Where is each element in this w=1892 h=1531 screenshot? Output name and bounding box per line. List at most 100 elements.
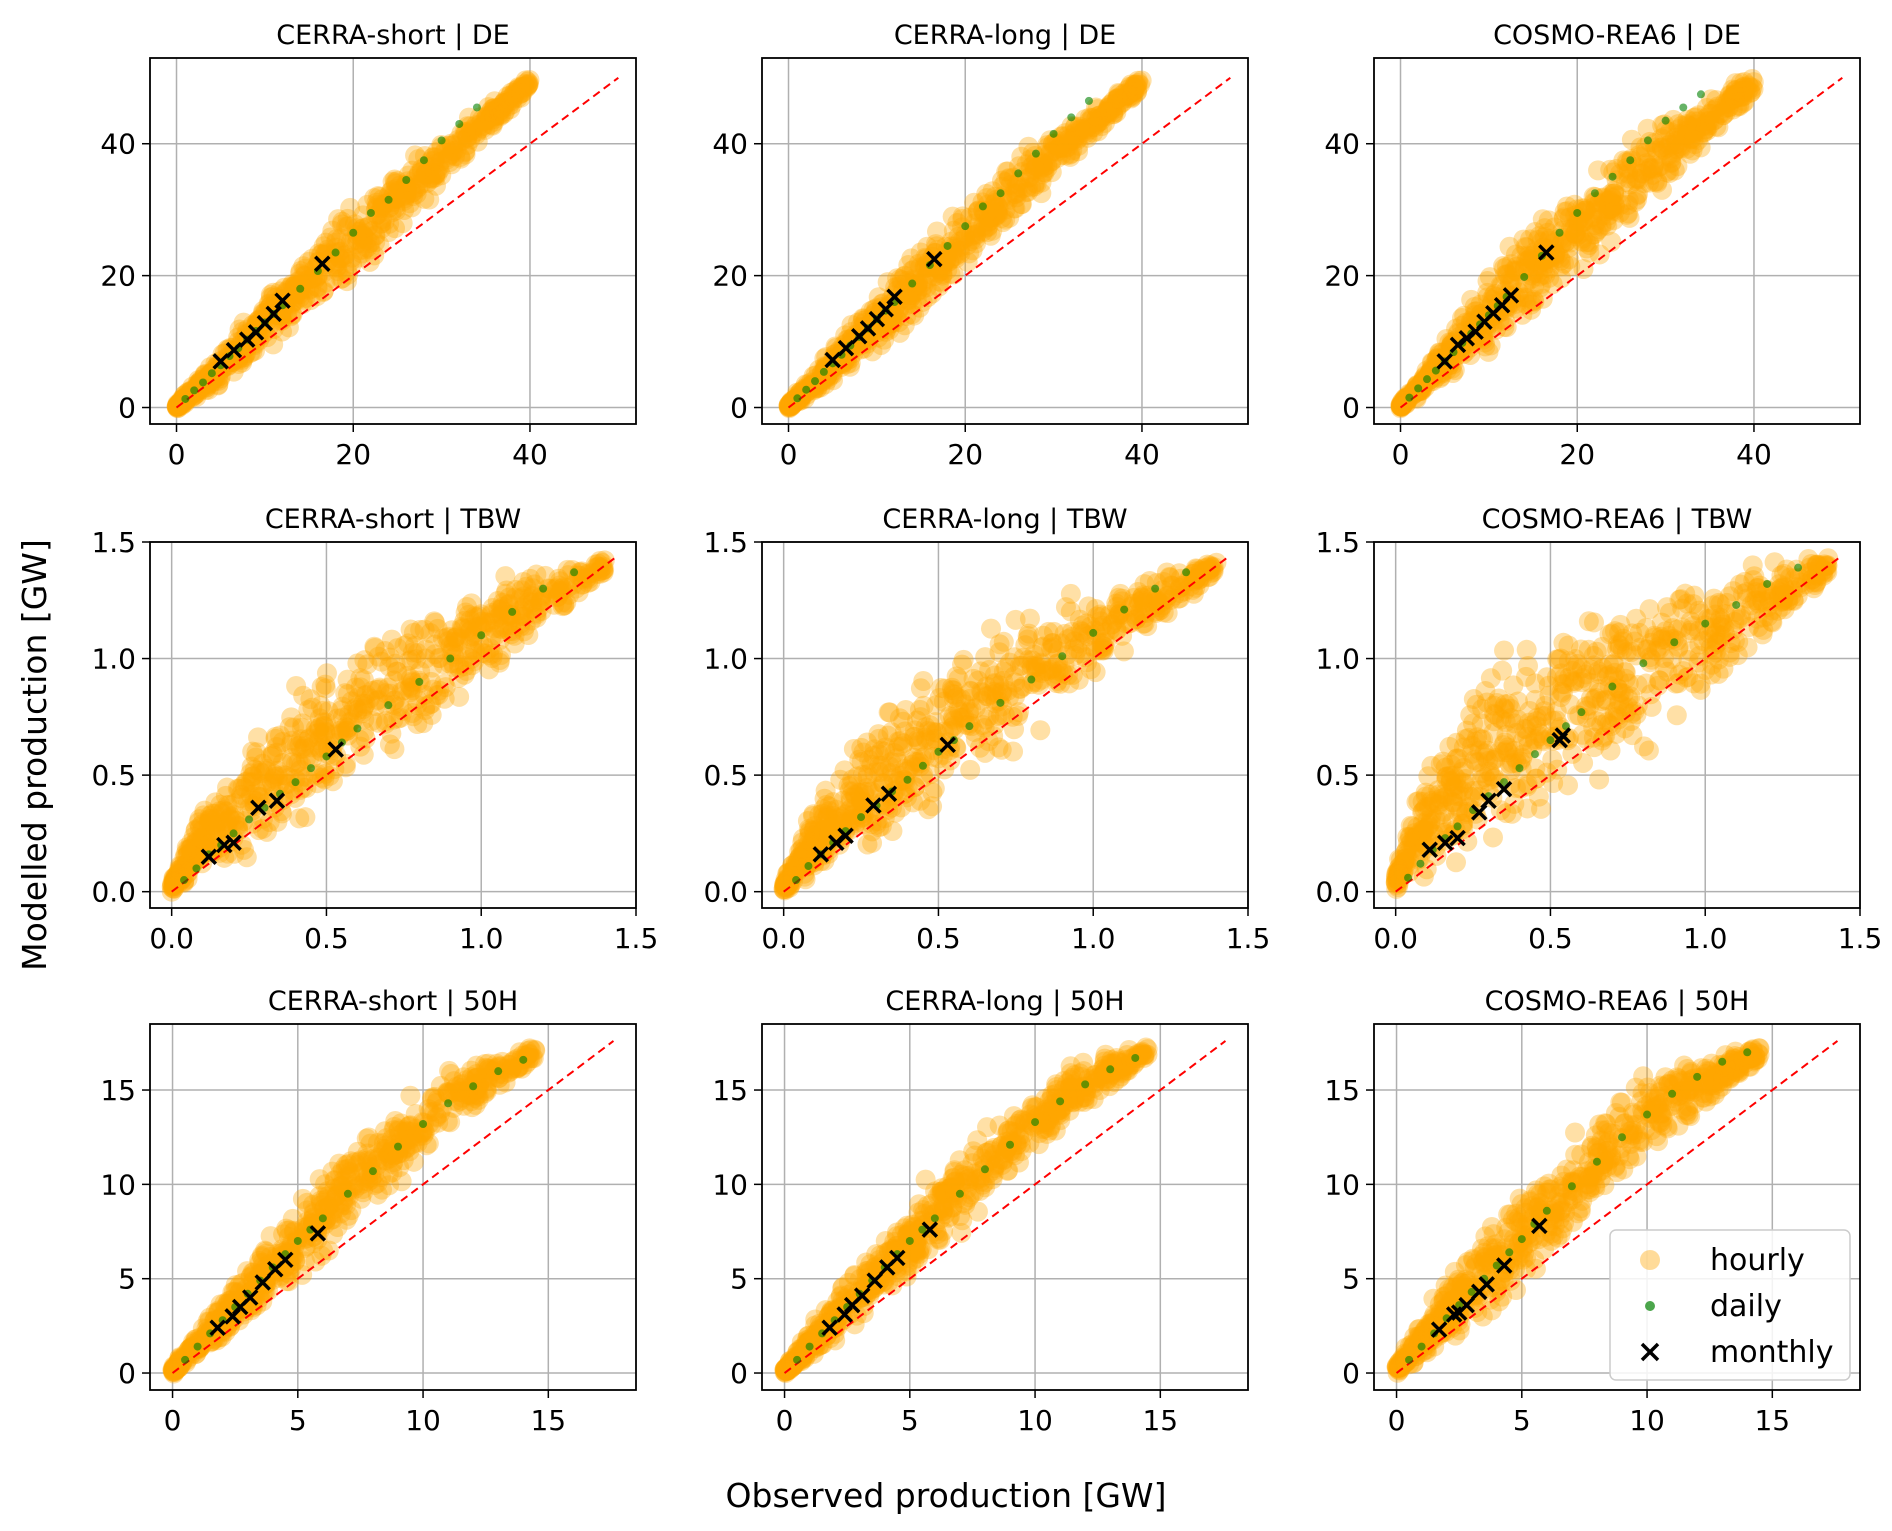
hourly-point xyxy=(300,290,321,311)
hourly-point xyxy=(315,242,336,263)
hourly-point xyxy=(944,236,965,257)
hourly-point xyxy=(978,207,999,228)
hourly-point xyxy=(589,556,610,577)
hourly-point xyxy=(1524,291,1545,312)
daily-point xyxy=(1670,638,1679,647)
hourly-point xyxy=(420,169,441,190)
hourly-point xyxy=(517,75,538,96)
hourly-point xyxy=(995,209,1016,230)
hourly-point xyxy=(1727,84,1748,105)
hourly-point xyxy=(966,217,987,238)
hourly-point xyxy=(314,761,335,782)
hourly-point xyxy=(192,814,213,835)
hourly-point xyxy=(302,697,323,718)
hourly-point xyxy=(578,569,599,590)
hourly-point xyxy=(1719,84,1740,105)
hourly-point xyxy=(1033,153,1054,174)
hourly-point xyxy=(926,221,947,242)
hourly-point xyxy=(289,284,310,305)
panel-title: COSMO-REA6 | DE xyxy=(1493,20,1741,51)
hourly-point xyxy=(1492,660,1513,681)
hourly-point xyxy=(1639,158,1660,179)
hourly-point xyxy=(1560,232,1581,253)
hourly-point xyxy=(403,186,424,207)
hourly-point xyxy=(1677,109,1698,130)
hourly-point xyxy=(488,97,509,118)
hourly-point xyxy=(1505,244,1526,265)
hourly-point xyxy=(1049,137,1070,158)
hourly-point xyxy=(298,269,319,290)
hourly-point xyxy=(399,193,420,214)
hourly-point xyxy=(1668,133,1689,154)
hourly-point xyxy=(439,653,460,674)
hourly-point xyxy=(1074,119,1095,140)
hourly-point xyxy=(1521,294,1542,315)
hourly-point xyxy=(424,634,445,655)
hourly-point xyxy=(531,590,552,611)
hourly-point xyxy=(998,168,1019,189)
y-tick-label: 0.5 xyxy=(703,759,748,792)
hourly-point xyxy=(328,209,349,230)
hourly-point xyxy=(408,177,429,198)
hourly-point xyxy=(964,221,985,242)
hourly-point xyxy=(887,268,908,289)
hourly-point xyxy=(940,263,961,284)
hourly-point xyxy=(482,598,503,619)
hourly-point xyxy=(435,677,456,698)
hourly-point xyxy=(932,263,953,284)
hourly-point xyxy=(590,563,611,584)
hourly-point xyxy=(335,244,356,265)
x-tick-label: 1.0 xyxy=(1071,922,1116,955)
hourly-point xyxy=(501,607,522,628)
hourly-point xyxy=(991,208,1012,229)
hourly-point xyxy=(1099,99,1120,120)
hourly-point xyxy=(1726,96,1747,117)
daily-point xyxy=(1555,228,1564,237)
hourly-point xyxy=(1558,237,1579,258)
monthly-point xyxy=(274,292,291,309)
hourly-point xyxy=(347,653,368,674)
daily-point xyxy=(965,722,974,731)
hourly-point xyxy=(1652,179,1673,200)
y-tick-label: 40 xyxy=(712,128,748,161)
hourly-point xyxy=(1018,176,1039,197)
hourly-point xyxy=(295,265,316,286)
hourly-point xyxy=(432,628,453,649)
hourly-point xyxy=(1600,183,1621,204)
hourly-point xyxy=(357,217,378,238)
hourly-point xyxy=(1588,219,1609,240)
daily-point xyxy=(1679,103,1688,112)
hourly-point xyxy=(1619,207,1640,228)
hourly-point xyxy=(1589,192,1610,213)
hourly-point xyxy=(946,248,967,269)
hourly-point xyxy=(313,281,334,302)
hourly-point xyxy=(200,373,221,394)
hourly-point xyxy=(350,677,371,698)
hourly-point xyxy=(213,800,234,821)
hourly-point xyxy=(932,265,953,286)
hourly-point xyxy=(1095,112,1116,133)
hourly-point xyxy=(1667,156,1688,177)
hourly-point xyxy=(340,231,361,252)
hourly-point xyxy=(266,736,287,757)
hourly-point xyxy=(194,800,215,821)
hourly-point xyxy=(1566,210,1587,231)
hourly-point xyxy=(997,161,1018,182)
hourly-point xyxy=(978,212,999,233)
hourly-point xyxy=(185,850,206,871)
hourly-point xyxy=(370,213,391,234)
hourly-point xyxy=(991,170,1012,191)
hourly-point xyxy=(960,759,981,780)
hourly-point xyxy=(294,736,315,757)
hourly-point xyxy=(1484,283,1505,304)
hourly-point xyxy=(415,648,436,669)
hourly-point xyxy=(460,620,481,641)
hourly-point xyxy=(1024,176,1045,197)
hourly-point xyxy=(406,174,427,195)
panel-title: COSMO-REA6 | TBW xyxy=(1482,504,1753,535)
hourly-point xyxy=(488,98,509,119)
hourly-point xyxy=(1121,82,1142,103)
hourly-point xyxy=(1734,91,1755,112)
hourly-point xyxy=(212,818,233,839)
hourly-point xyxy=(431,134,452,155)
